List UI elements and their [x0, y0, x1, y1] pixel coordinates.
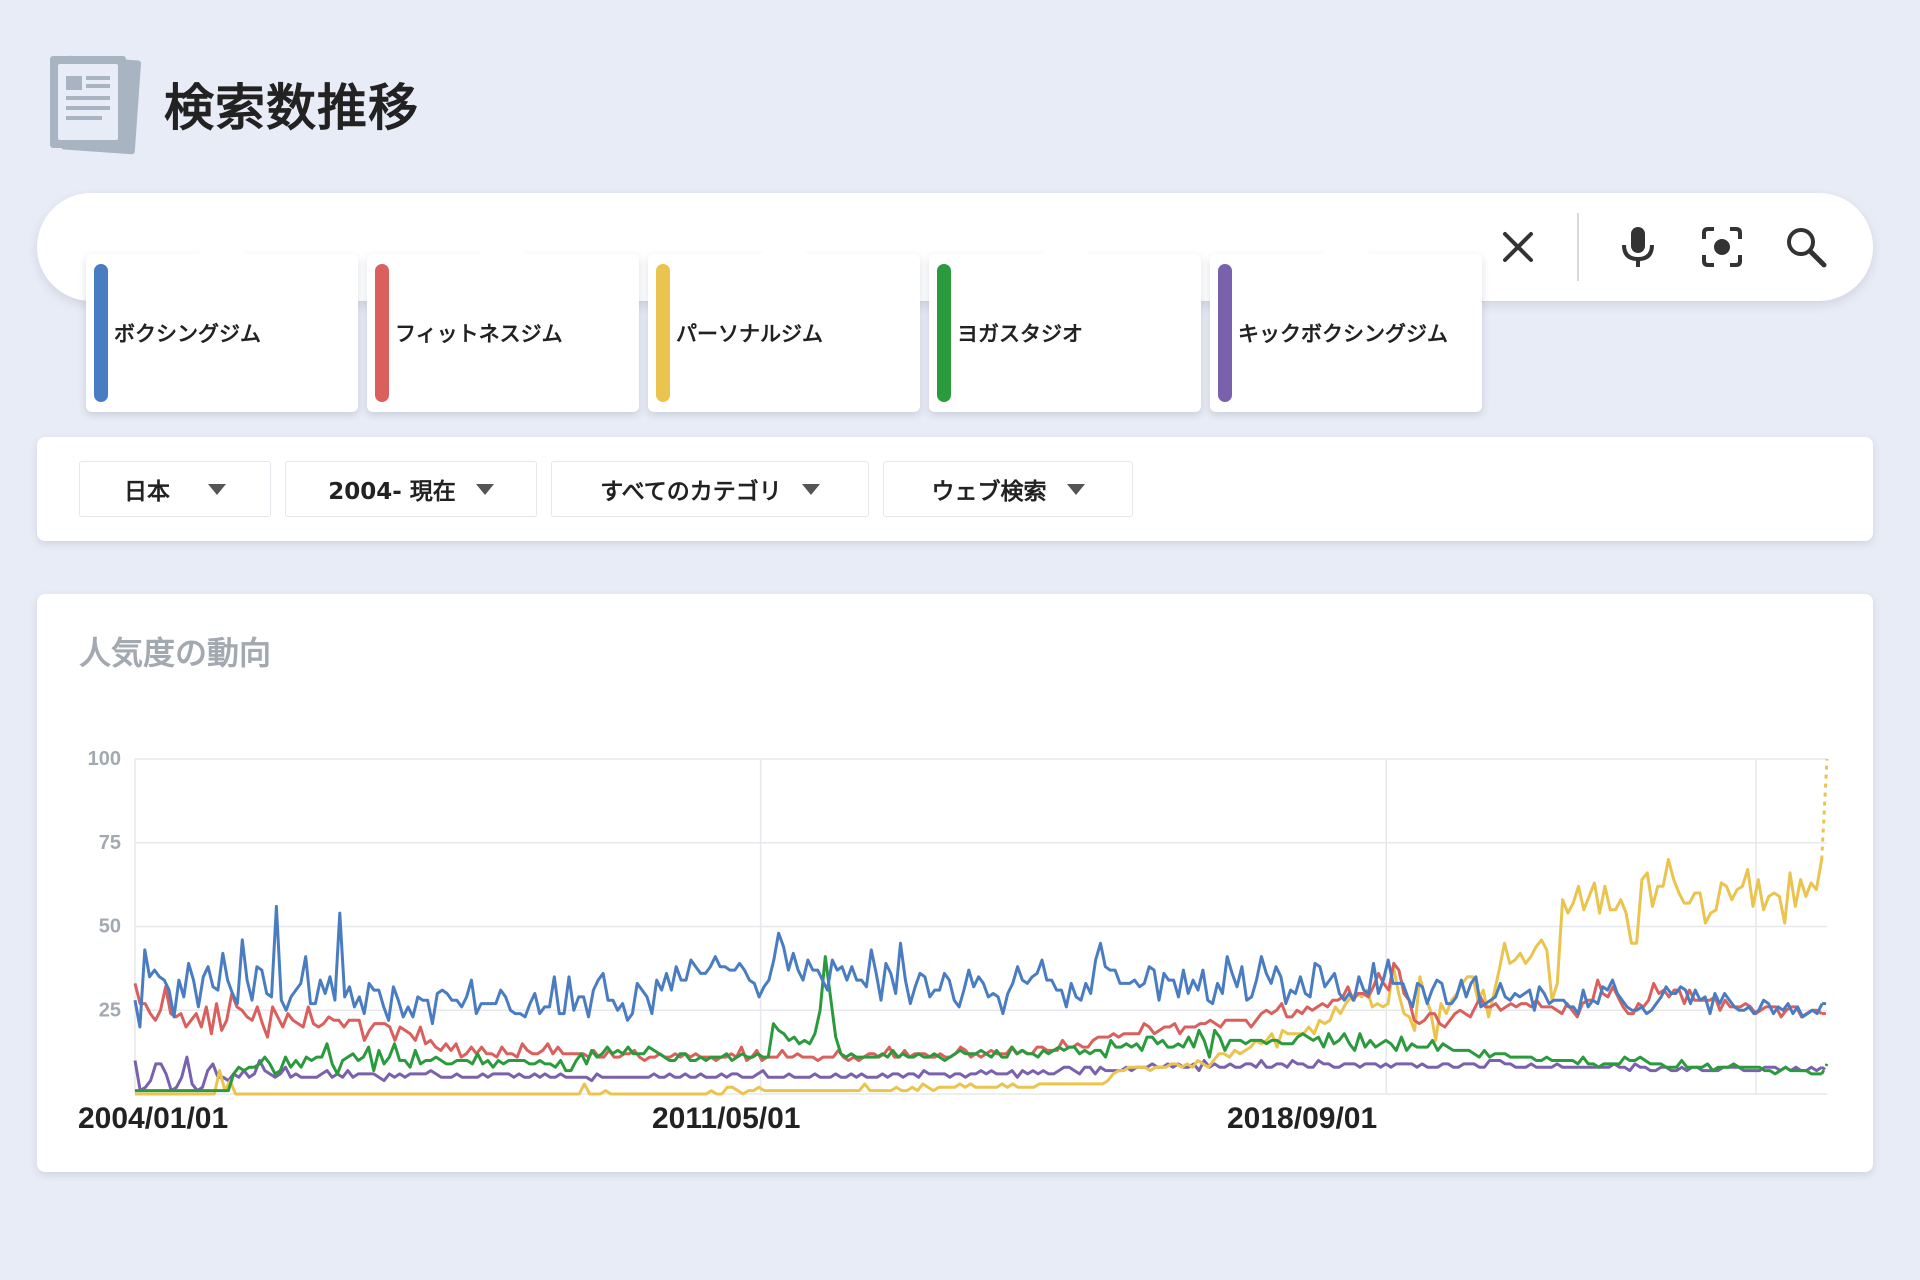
region-filter-label: 日本 [124, 479, 170, 505]
y-tick-label: 100 [88, 748, 121, 770]
term-color-bar [656, 264, 670, 402]
term-color-bar [937, 264, 951, 402]
series-line-partial [1820, 1065, 1828, 1072]
term-label: キックボクシングジム [1238, 322, 1448, 346]
category-filter[interactable]: すべてのカテゴリ [551, 461, 869, 517]
clear-search-icon[interactable] [1487, 216, 1549, 278]
filter-panel: 日本 2004- 現在 すべてのカテゴリ ウェブ検索 [37, 437, 1873, 541]
category-filter-label: すべてのカテゴリ [600, 479, 782, 505]
series-line [133, 1055, 1823, 1093]
page-header: 検索数推移 [36, 50, 419, 158]
search-type-filter-label: ウェブ検索 [931, 479, 1047, 505]
term-label: パーソナルジム [676, 322, 823, 346]
chevron-down-icon [208, 483, 226, 495]
series-line [133, 904, 1824, 1029]
chevron-down-icon [1066, 483, 1085, 495]
series-line-partial [1820, 758, 1829, 860]
term-chip-boxing-gym[interactable]: ボクシングジム [86, 232, 358, 412]
search-actions-divider [1577, 213, 1579, 281]
y-tick-label: 25 [99, 999, 121, 1021]
page-title: 検索数推移 [164, 79, 419, 137]
search-actions [1465, 193, 1837, 301]
search-icon[interactable] [1775, 216, 1837, 278]
term-label: フィットネスジム [395, 322, 563, 346]
period-filter[interactable]: 2004- 現在 [285, 461, 537, 517]
search-type-filter[interactable]: ウェブ検索 [883, 461, 1133, 517]
term-label: ボクシングジム [114, 322, 261, 346]
region-filter[interactable]: 日本 [79, 461, 271, 517]
interest-over-time-card: 人気度の動向 25 50 75 100 2004/01/01 2011/05/01 2018… [37, 594, 1873, 1172]
search-term-chips: ボクシングジム フィットネスジム パーソナルジム ヨガスタジオ キックボクシング… [86, 232, 1491, 412]
x-tick-label: 2011/05/01 [652, 1102, 801, 1135]
microphone-icon[interactable] [1607, 216, 1669, 278]
term-chip-personal-gym[interactable]: パーソナルジム [648, 232, 920, 412]
term-chip-kickboxing-gym[interactable]: キックボクシングジム [1210, 232, 1482, 412]
interest-chart: 25 50 75 100 2004/01/01 2011/05/01 2018/09/01 [78, 748, 1829, 1135]
x-tick-label: 2004/01/01 [78, 1102, 228, 1135]
term-chip-yoga-studio[interactable]: ヨガスタジオ [929, 232, 1201, 412]
x-tick-label: 2018/09/01 [1227, 1102, 1377, 1135]
term-color-bar [1218, 264, 1232, 402]
y-tick-label: 50 [99, 916, 121, 938]
period-filter-label: 2004- 現在 [328, 479, 456, 505]
series-line [135, 955, 1822, 1093]
chevron-down-icon [475, 483, 494, 495]
series-line [135, 858, 1824, 1096]
news-document-icon [50, 55, 141, 155]
y-tick-label: 75 [99, 832, 121, 854]
series-line [133, 961, 1823, 1062]
camera-lens-icon[interactable] [1691, 216, 1753, 278]
term-label: ヨガスタジオ [957, 322, 1083, 346]
chart-card-title: 人気度の動向 [79, 634, 272, 672]
term-chip-fitness-gym[interactable]: フィットネスジム [367, 232, 639, 412]
term-color-bar [375, 264, 389, 402]
chevron-down-icon [801, 483, 820, 495]
term-color-bar [94, 264, 108, 402]
series-line-partial [1820, 1063, 1829, 1075]
